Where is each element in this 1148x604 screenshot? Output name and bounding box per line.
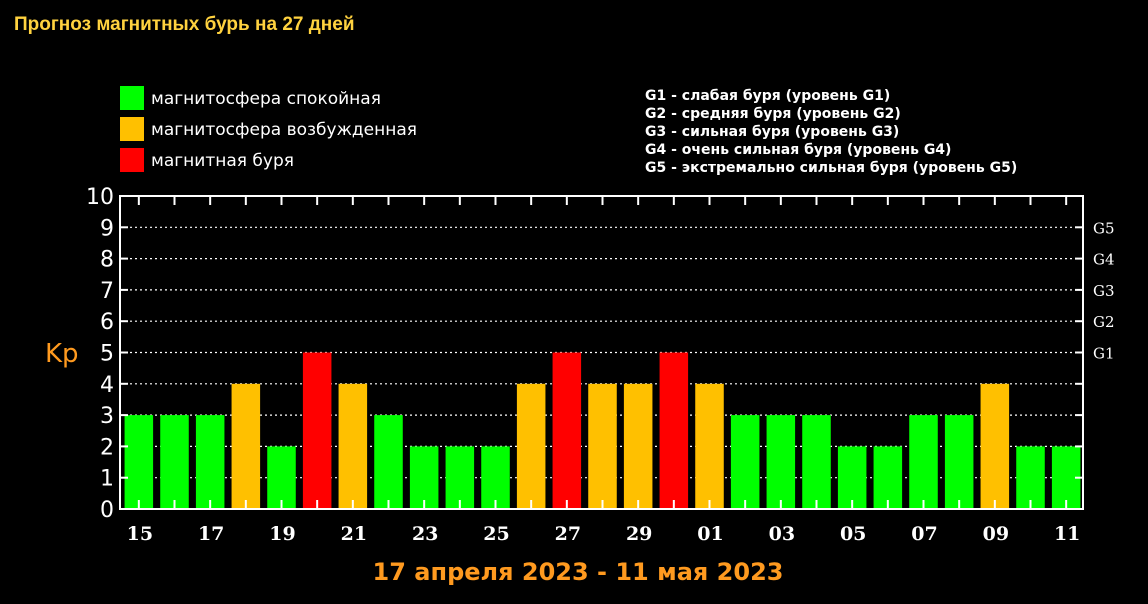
x-tick-label: 25 [483, 523, 509, 545]
g-level-legend-item: G3 - сильная буря (уровень G3) [645, 124, 899, 140]
bar [909, 415, 938, 509]
legend-swatch [120, 148, 144, 172]
y-tick-label: 7 [100, 279, 114, 304]
bar [695, 383, 724, 509]
y-tick-label: 3 [100, 404, 114, 429]
x-tick-label: 07 [911, 523, 937, 545]
g-level-label: G5 [1093, 219, 1115, 237]
bar [766, 415, 796, 509]
bar [124, 415, 154, 509]
y-tick-label: 4 [100, 373, 114, 398]
g-level-legend-item: G4 - очень сильная буря (уровень G4) [645, 142, 951, 158]
bar [374, 415, 403, 509]
y-tick-label: 10 [86, 185, 114, 210]
color-legend: магнитосфера спокойная магнитосфера возбу… [120, 86, 417, 172]
bar [730, 415, 760, 509]
bar [588, 383, 617, 509]
y-tick-label: 0 [100, 498, 114, 523]
storm-level-legend: G1 - слабая буря (уровень G1) G2 - средня… [645, 88, 1017, 176]
bar [623, 383, 653, 509]
x-tick-label: 11 [1054, 523, 1080, 545]
x-tick-label: 27 [555, 523, 581, 545]
x-tick-label: 29 [626, 523, 652, 545]
legend-swatch [120, 86, 144, 110]
legend-label: магнитная буря [151, 151, 294, 171]
x-tick-label: 15 [127, 523, 153, 545]
x-tick-label: 19 [269, 523, 295, 545]
bar [659, 352, 689, 509]
y-axis-label: Kp [45, 339, 79, 369]
x-tick-label: 23 [412, 523, 438, 545]
y-tick-label: 5 [100, 342, 114, 367]
g-level-label: G2 [1093, 313, 1115, 331]
g-level-label: G4 [1093, 251, 1115, 269]
bar [980, 383, 1010, 509]
y-tick-label: 9 [100, 216, 114, 241]
bar [445, 446, 475, 509]
legend-label: магнитосфера возбужденная [151, 120, 417, 140]
page-title: Прогноз магнитных бурь на 27 дней [14, 14, 355, 35]
bar [302, 352, 332, 509]
legend-label: магнитосфера спокойная [151, 89, 381, 109]
y-tick-label: 2 [100, 435, 114, 460]
y-tick-label: 8 [100, 248, 114, 273]
axes [119, 195, 1084, 510]
bars [124, 352, 1081, 509]
g-level-legend-item: G2 - средняя буря (уровень G2) [645, 106, 901, 122]
bar [160, 415, 189, 509]
bar [837, 446, 867, 509]
bar [409, 446, 439, 509]
g-level-legend-item: G5 - экстремально сильная буря (уровень … [645, 160, 1017, 176]
x-tick-label: 17 [198, 523, 224, 545]
x-tick-label: 05 [840, 523, 866, 545]
bar [1016, 446, 1045, 509]
bar [338, 383, 368, 509]
bar [516, 383, 546, 509]
bar [552, 352, 582, 509]
g-level-label: G3 [1093, 282, 1115, 300]
bar [802, 415, 831, 509]
g-level-label: G1 [1093, 345, 1115, 363]
bar [267, 446, 296, 509]
x-tick-label: 21 [341, 523, 367, 545]
bar [231, 383, 261, 509]
g-level-legend-item: G1 - слабая буря (уровень G1) [645, 88, 890, 104]
bar [873, 446, 903, 509]
y-tick-label: 1 [100, 467, 114, 492]
x-tick-label: 09 [983, 523, 1009, 545]
bar [481, 446, 510, 509]
x-axis-label: 17 апреля 2023 - 11 мая 2023 [373, 558, 784, 586]
legend-swatch [120, 117, 144, 141]
bar [195, 415, 225, 509]
x-tick-label: 01 [697, 523, 723, 545]
y-tick-label: 6 [100, 310, 114, 335]
x-tick-label: 03 [769, 523, 795, 545]
bar [944, 415, 974, 509]
